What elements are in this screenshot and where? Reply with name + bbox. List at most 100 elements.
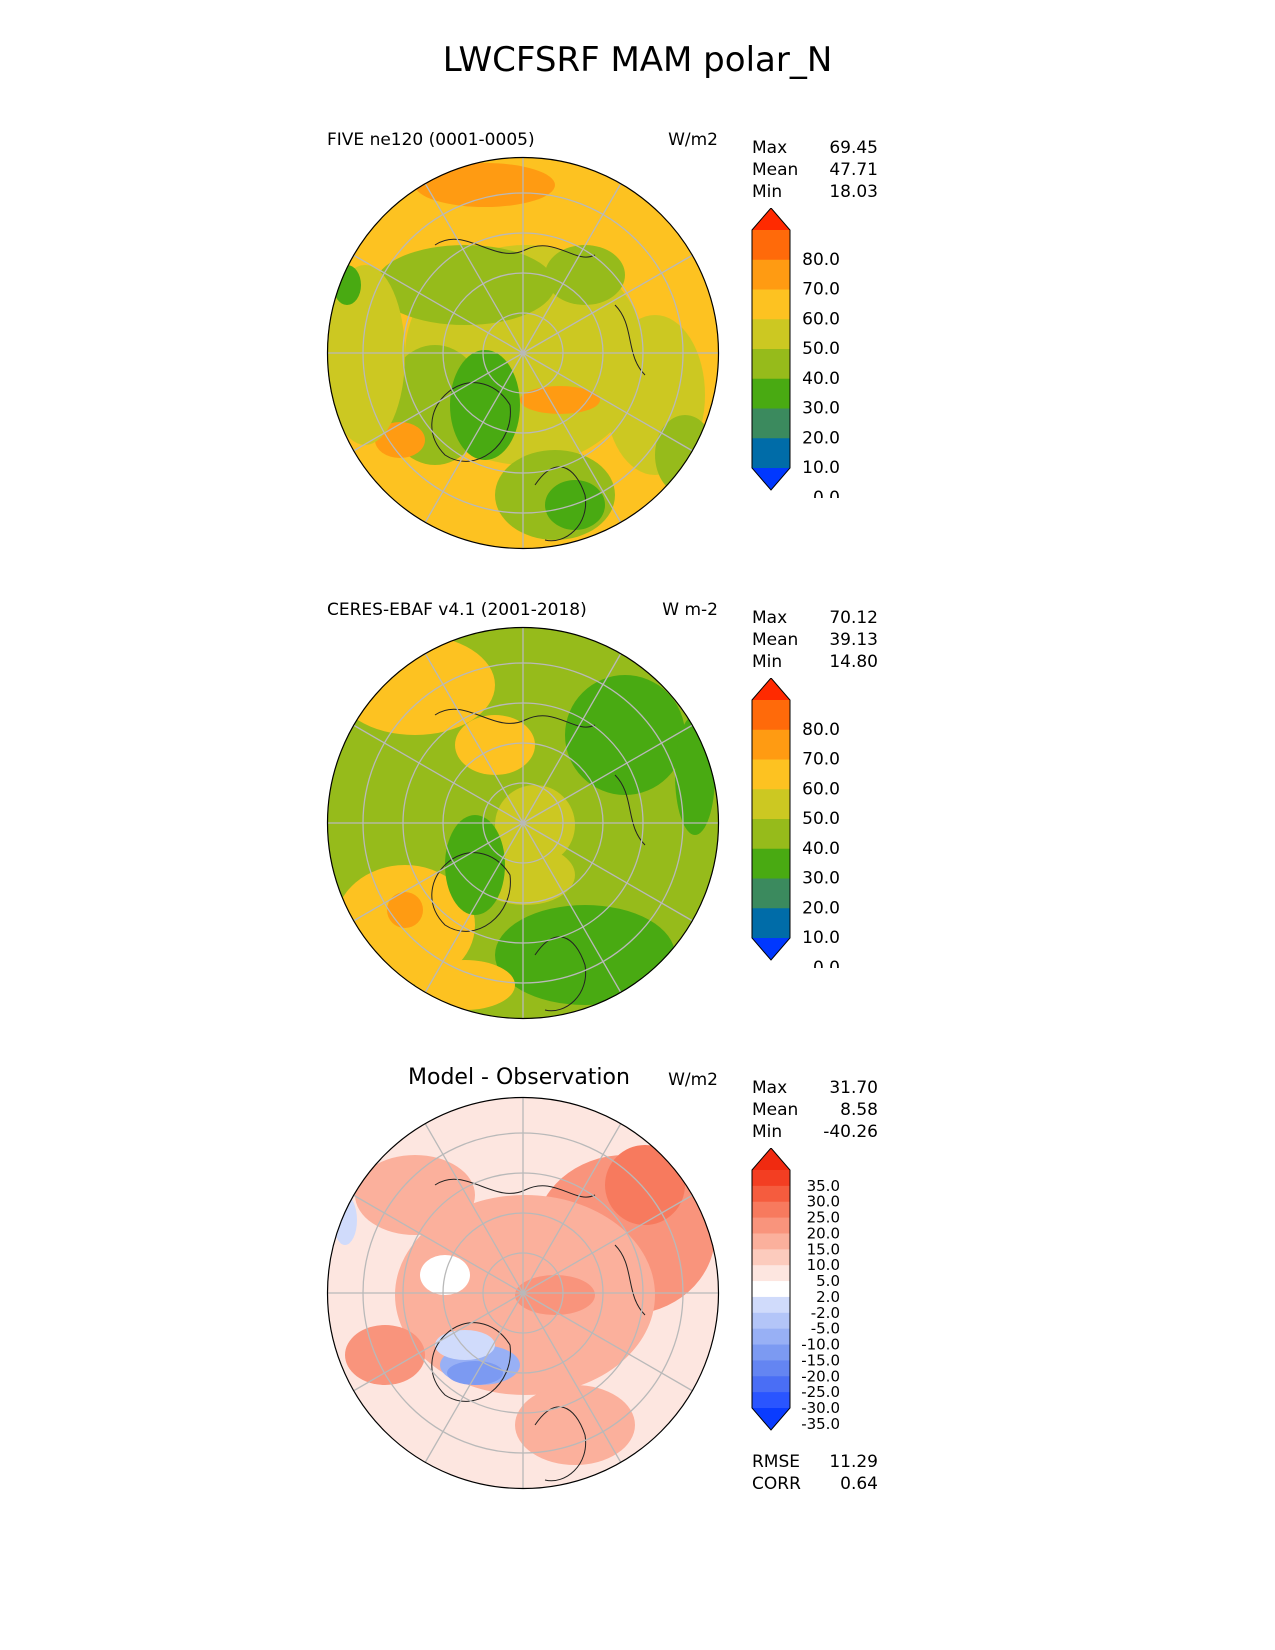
field-patch [415, 163, 555, 207]
corr-value: 0.64 [840, 1474, 878, 1494]
colorbar-extend-min [752, 468, 790, 490]
colorbar-band [752, 908, 790, 939]
rmse-value: 11.29 [829, 1452, 878, 1472]
field-patch [345, 1325, 425, 1385]
colorbar-tick-label: 20.0 [802, 428, 840, 448]
meridian-line [424, 822, 524, 994]
panel-observation: CERES-EBAF v4.1 (2001-2018) W m-2 Max 70.… [0, 590, 1275, 1070]
meridian-line [522, 254, 694, 354]
max-value: 31.70 [829, 1078, 878, 1098]
field-patch [447, 1361, 503, 1385]
meridian-line [352, 822, 524, 922]
colorbar-band [752, 848, 790, 879]
colorbar-tick-label: 70.0 [802, 750, 840, 770]
graticule [327, 627, 719, 1019]
polar-map [326, 1096, 720, 1490]
colorbar-band [752, 289, 790, 320]
colorbar-tick-label: -10.0 [801, 1336, 840, 1354]
max-value: 69.45 [829, 138, 878, 158]
max-value: 70.12 [829, 608, 878, 628]
field-patch [333, 1195, 357, 1245]
colorbar-tick-label: 30.0 [807, 1193, 840, 1211]
meridian-line [424, 1122, 524, 1294]
corr-label: CORR [752, 1474, 801, 1494]
meridian-line [424, 1292, 524, 1464]
units-label: W/m2 [668, 1070, 718, 1090]
min-value: -40.26 [823, 1122, 878, 1142]
colorbar-tick-label: 30.0 [802, 399, 840, 419]
field-patch [605, 1145, 685, 1225]
meridian-line [522, 352, 622, 524]
colorbar-tick-label: 80.0 [802, 720, 840, 740]
colorbar-tick-label: -5.0 [811, 1320, 840, 1338]
colorbar-tick-label: 30.0 [802, 869, 840, 889]
field-patch [333, 265, 361, 305]
colorbar-tick-label: 25.0 [807, 1209, 840, 1227]
colorbar-band [752, 1233, 790, 1250]
panel-difference: Model - Observation W/m2 Max 31.70 Mean 8.… [0, 1060, 1275, 1540]
field-patch [675, 715, 715, 835]
polar-map [326, 156, 720, 550]
colorbar-tick-label: 50.0 [802, 809, 840, 829]
min-label: Min [752, 652, 783, 672]
colorbar-extend-min [752, 938, 790, 960]
colorbar-tick-label: 0.0 [813, 958, 840, 968]
colorbar-band [752, 1392, 790, 1409]
colorbar: 80.0 70.0 60.0 50.0 40.0 30.0 20.0 10.0 0.0 [751, 678, 840, 968]
colorbar-extend-max [752, 1148, 790, 1170]
meridian-line [522, 822, 694, 922]
meridian-line [522, 182, 622, 354]
field-patch [515, 1385, 635, 1465]
meridian-line [522, 352, 694, 452]
meridian-line [522, 652, 622, 824]
colorbar-band [752, 1344, 790, 1361]
colorbar-band [752, 1170, 790, 1187]
coastline [431, 708, 646, 1012]
max-label: Max [752, 608, 788, 628]
meridian-line [522, 1292, 694, 1392]
field-patch [415, 960, 515, 1010]
colorbar-band [752, 1217, 790, 1234]
field-patch [375, 245, 555, 325]
meridian-line [424, 182, 524, 354]
colorbar-band [752, 1201, 790, 1219]
colorbar-band [752, 1376, 790, 1393]
stats-block: Max 31.70 Mean 8.58 Min -40.26 [752, 1077, 878, 1143]
colorbar-band [752, 789, 790, 820]
field-patch [520, 386, 600, 414]
colorbar-band [752, 1296, 790, 1314]
colorbar-outline [751, 208, 791, 491]
colorbar-tick-label: 80.0 [802, 250, 840, 270]
units-label: W m-2 [662, 600, 718, 620]
min-value: 18.03 [829, 182, 878, 202]
colorbar-extend-min [752, 1408, 790, 1430]
field-patch [565, 675, 685, 795]
colorbar: 35.030.025.020.015.010.05.02.0-2.0-5.0-1… [751, 1148, 840, 1433]
coastline [431, 1178, 646, 1482]
field-patch [335, 635, 495, 735]
meridian-line [522, 1122, 622, 1294]
colorbar-band [752, 1265, 790, 1282]
mean-label: Mean [752, 630, 799, 650]
colorbar-band [752, 1312, 790, 1330]
max-label: Max [752, 138, 788, 158]
colorbar-tick-label: 20.0 [807, 1224, 840, 1242]
field-patch [455, 715, 535, 775]
colorbar-band [752, 819, 790, 850]
units-label: W/m2 [668, 130, 718, 150]
colorbar-band [752, 1281, 790, 1298]
colorbar-tick-label: 10.0 [802, 928, 840, 948]
meridian-line [352, 352, 524, 452]
graticule [327, 157, 719, 549]
field-patch [655, 415, 715, 495]
meridian-line [522, 1194, 694, 1294]
field-patch [515, 1275, 595, 1315]
mean-label: Mean [752, 1100, 799, 1120]
rmse-label: RMSE [752, 1452, 801, 1472]
meridian-line [352, 724, 524, 824]
meridian-line [352, 1194, 524, 1294]
colorbar-band [752, 319, 790, 350]
colorbar-outline [751, 678, 791, 961]
field-patch [445, 815, 505, 915]
colorbar-band [752, 378, 790, 409]
